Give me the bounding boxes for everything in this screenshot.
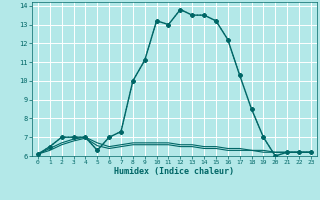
- X-axis label: Humidex (Indice chaleur): Humidex (Indice chaleur): [115, 167, 234, 176]
